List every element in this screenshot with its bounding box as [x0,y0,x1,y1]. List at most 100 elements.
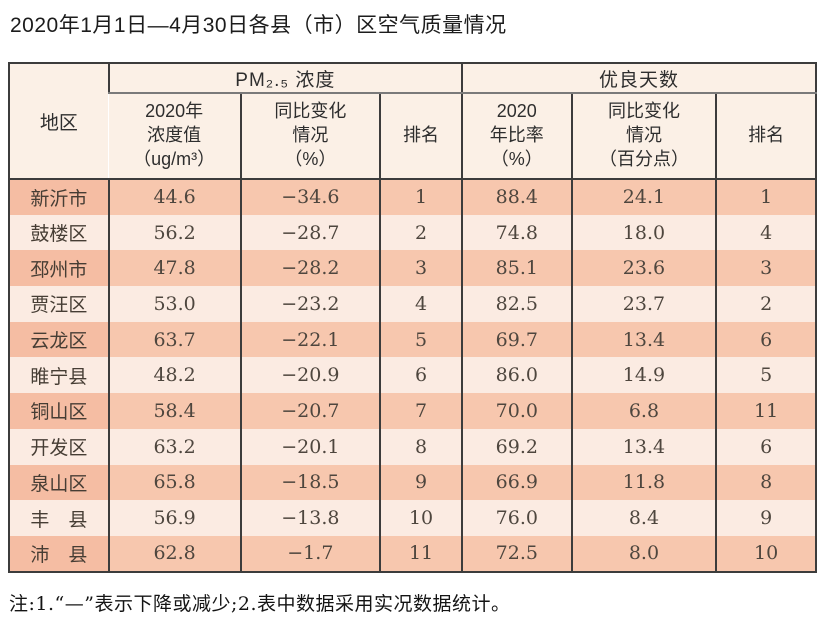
days-rank-cell: 2 [715,286,816,322]
table-row: 邳州市 47.8 −28.2 3 85.1 23.6 3 [9,250,816,287]
pm-value-cell: 63.7 [107,321,241,358]
pm-change-cell: −13.8 [239,500,381,536]
region-cell: 丰 县 [30,508,88,531]
header-days-ratio: 2020 年比率 （%） [460,93,572,180]
page-title: 2020年1月1日—4月30日各县（市）区空气质量情况 [10,14,507,37]
table-row: 开发区 63.2 −20.1 8 69.2 13.4 6 [9,428,816,465]
days-ratio-cell: 82.5 [460,286,572,322]
days-change-cell: 6.8 [570,393,717,429]
days-change-cell: 13.4 [570,428,717,465]
header-region: 地区 [9,63,109,180]
table-row: 铜山区 58.4 −20.7 7 70.0 6.8 11 [9,393,816,429]
region-cell: 邳州市 [9,250,109,287]
region-cell: 铜山区 [9,393,109,429]
header-days-change: 同比变化 情况 （百分点） [570,93,717,180]
days-ratio-cell: 85.1 [460,250,572,287]
days-ratio-cell: 88.4 [460,179,572,215]
table-row: 新沂市 44.6 −34.6 1 88.4 24.1 1 [9,179,816,215]
days-ratio-cell: 70.0 [460,393,572,429]
pm-change-cell: −28.2 [239,250,381,287]
days-rank-cell: 5 [715,357,816,394]
pm-rank-cell: 7 [379,393,462,429]
pm-value-cell: 63.2 [107,428,241,465]
pm-rank-cell: 4 [379,286,462,322]
region-cell: 新沂市 [9,179,109,215]
table-row: 鼓楼区 56.2 −28.7 2 74.8 18.0 4 [9,214,816,251]
pm-rank-cell: 8 [379,428,462,465]
days-change-cell: 13.4 [570,321,717,358]
pm-change-cell: −28.7 [239,214,381,251]
days-change-cell: 11.8 [570,464,717,501]
header-pm-change: 同比变化 情况 （%） [239,93,381,180]
days-ratio-cell: 69.7 [460,321,572,358]
days-ratio-cell: 76.0 [460,500,572,536]
days-rank-cell: 4 [715,214,816,251]
header-group-good-days: 优良天数 [460,63,816,94]
region-cell: 泉山区 [9,464,109,501]
days-change-cell: 8.0 [570,535,717,572]
pm-change-cell: −34.6 [239,179,381,215]
days-rank-cell: 11 [715,393,816,429]
pm-value-cell: 56.2 [107,214,241,251]
table-row: 泉山区 65.8 −18.5 9 66.9 11.8 8 [9,464,816,501]
table-body: 新沂市 44.6 −34.6 1 88.4 24.1 1 鼓楼区 56.2 −2… [9,179,816,572]
region-cell: 沛 县 [9,535,109,572]
pm-change-cell: −1.7 [239,535,381,572]
air-quality-table: 地区 PM₂.₅ 浓度 优良天数 2020年 浓度值 （ug/m³） 同比变化 … [8,62,817,573]
table-row: 丰 县 56.9 −13.8 10 76.0 8.4 9 [9,500,816,536]
page: 2020年1月1日—4月30日各县（市）区空气质量情况 地区 PM₂.₅ 浓度 … [0,12,825,620]
header-group-row: 地区 PM₂.₅ 浓度 优良天数 [9,63,816,180]
pm-value-cell: 58.4 [107,393,241,429]
days-ratio-cell: 74.8 [460,214,572,251]
table-row: 睢宁县 48.2 −20.9 6 86.0 14.9 5 [9,357,816,394]
pm-rank-cell: 5 [379,321,462,358]
region-cell: 鼓楼区 [30,223,88,246]
region-cell: 睢宁县 [30,365,88,388]
pm-change-cell: −20.1 [239,428,381,465]
pm-rank-cell: 1 [379,179,462,215]
days-change-cell: 23.6 [570,250,717,287]
pm-rank-cell: 10 [379,500,462,536]
pm-rank-cell: 2 [379,214,462,251]
days-ratio-cell: 69.2 [460,428,572,465]
pm-value-cell: 53.0 [107,286,241,322]
days-rank-cell: 8 [715,464,816,501]
days-change-cell: 8.4 [570,500,717,536]
pm-change-cell: −22.1 [239,321,381,358]
pm-value-cell: 65.8 [107,464,241,501]
days-change-cell: 18.0 [570,214,717,251]
pm-rank-cell: 3 [379,250,462,287]
pm-value-cell: 56.9 [107,500,241,536]
pm-value-cell: 48.2 [107,357,241,394]
days-ratio-cell: 86.0 [460,357,572,394]
header-days-rank: 排名 [715,93,816,180]
header-sub-row: 2020年 浓度值 （ug/m³） 同比变化 情况 （%） 排名 2020 年比… [9,93,816,180]
pm-value-cell: 47.8 [107,250,241,287]
days-rank-cell: 9 [715,500,816,536]
pm-change-cell: −20.9 [239,357,381,394]
footnote: 注:1.“—”表示下降或减少;2.表中数据采用实况数据统计。 [9,592,511,615]
days-change-cell: 23.7 [570,286,717,322]
pm-rank-cell: 11 [379,535,462,572]
header-group-pm25: PM₂.₅ 浓度 [107,63,462,94]
pm-value-cell: 62.8 [107,535,241,572]
days-change-cell: 24.1 [570,179,717,215]
header-pm-rank: 排名 [379,93,462,180]
pm-rank-cell: 6 [379,357,462,394]
region-cell: 开发区 [30,437,88,460]
pm-change-cell: −18.5 [239,464,381,501]
table-row: 云龙区 63.7 −22.1 5 69.7 13.4 6 [9,321,816,358]
days-rank-cell: 3 [715,250,816,287]
days-ratio-cell: 72.5 [460,535,572,572]
days-ratio-cell: 66.9 [460,464,572,501]
days-change-cell: 14.9 [570,357,717,394]
header-pm-value: 2020年 浓度值 （ug/m³） [108,93,241,180]
table-row: 贾汪区 53.0 −23.2 4 82.5 23.7 2 [9,286,816,322]
days-rank-cell: 1 [715,179,816,215]
days-rank-cell: 6 [715,428,816,465]
pm-rank-cell: 9 [379,464,462,501]
region-cell: 云龙区 [9,321,109,358]
days-rank-cell: 10 [715,535,816,572]
days-rank-cell: 6 [715,321,816,358]
table-row: 沛 县 62.8 −1.7 11 72.5 8.0 10 [9,535,816,572]
